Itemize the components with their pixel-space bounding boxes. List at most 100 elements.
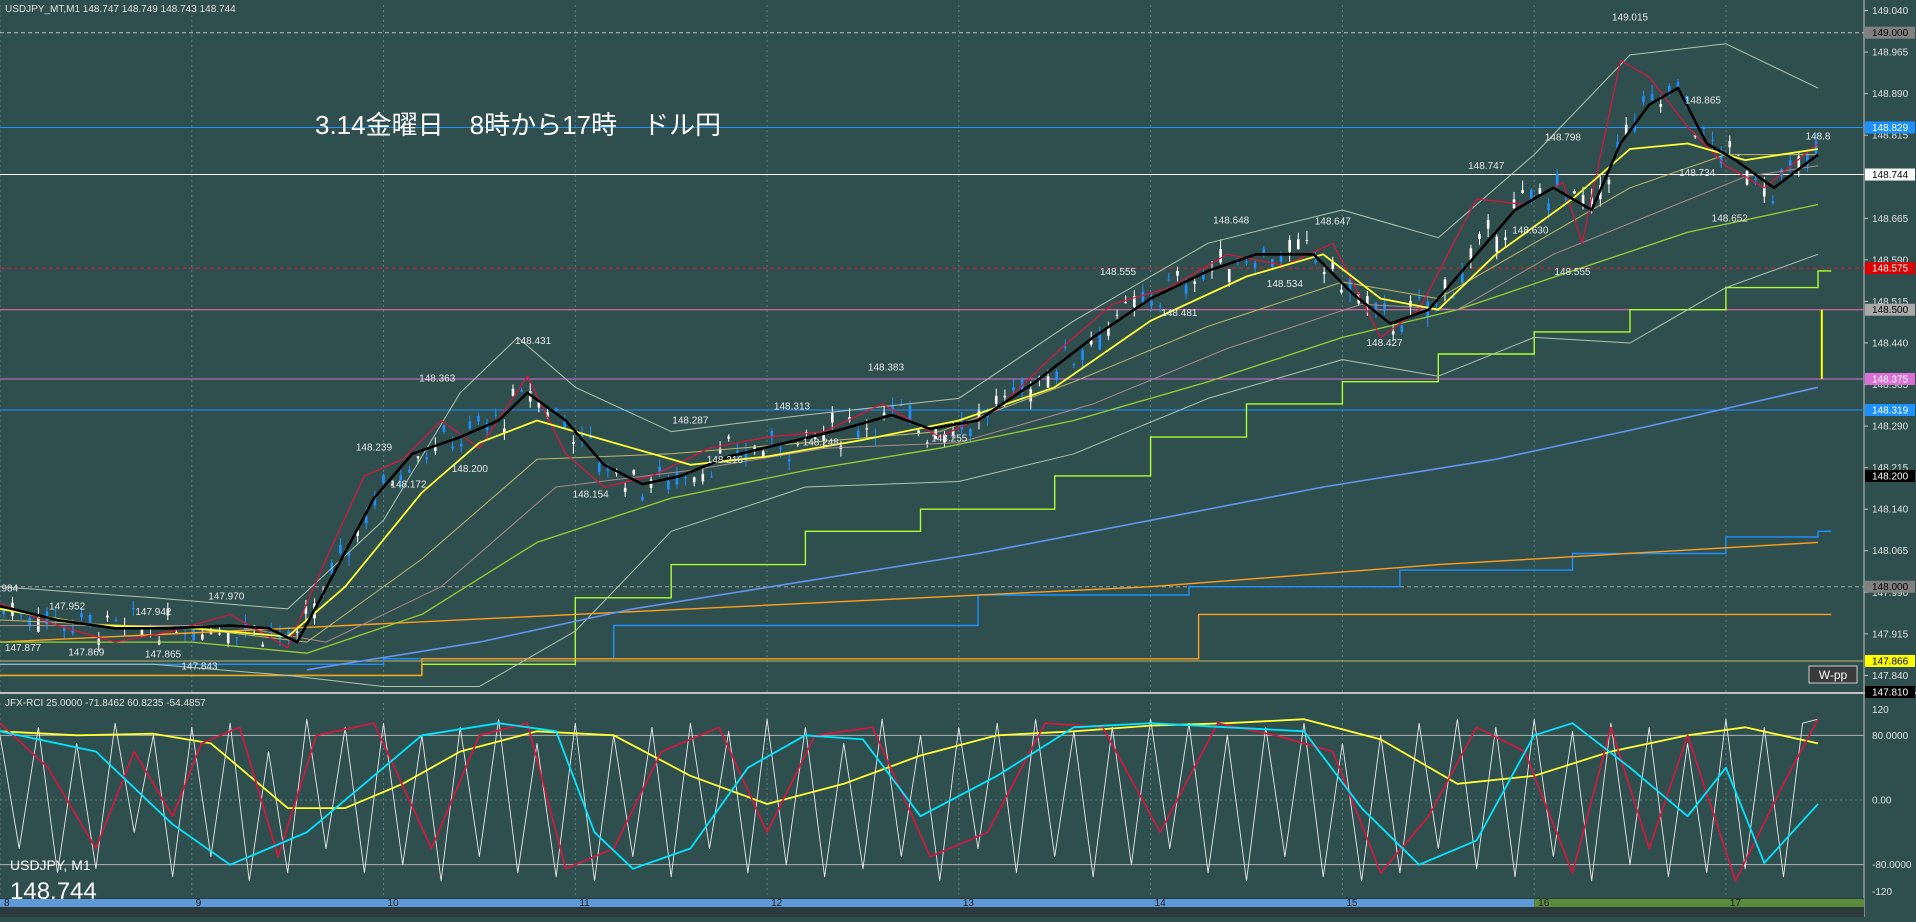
price-tag-label: 149.000 — [1872, 28, 1909, 39]
candle-body — [1176, 270, 1179, 276]
candle-body — [1227, 269, 1231, 283]
time-tick-label: 9 — [196, 898, 202, 909]
candle-body — [891, 405, 894, 411]
candle-body — [900, 405, 903, 407]
time-tick-label: 15 — [1346, 898, 1358, 909]
rci-level-label: 80.0000 — [1872, 731, 1909, 742]
candle-body — [1193, 281, 1197, 284]
candle-body — [1521, 190, 1524, 194]
candle-body — [347, 552, 351, 557]
price-tag-box — [1865, 121, 1915, 134]
price-peak-label: 147.869 — [68, 647, 105, 658]
price-peak-label: 149.015 — [1612, 12, 1649, 23]
candle-body — [908, 405, 912, 421]
candle-body — [37, 617, 40, 632]
moving-average-line — [0, 154, 1818, 643]
price-peak-label: 148.255 — [931, 433, 968, 444]
candle-body — [848, 417, 851, 421]
candle-body — [943, 434, 946, 443]
price-tag-label: 148.319 — [1872, 405, 1909, 416]
candle-body — [969, 429, 972, 437]
moving-average-line — [0, 43, 1819, 610]
candle-body — [226, 632, 230, 644]
candle-body — [572, 441, 575, 445]
price-tick-label: 149.040 — [1872, 6, 1909, 17]
price-tag-box — [1865, 469, 1915, 482]
candle-body — [140, 629, 144, 635]
price-tick-label: 147.840 — [1872, 671, 1909, 682]
price-tag-box — [1865, 372, 1915, 385]
candle-body — [1460, 272, 1464, 284]
symbol-info: USDJPY_MT,M1 148.747 148.749 148.743 148… — [5, 4, 236, 15]
candle-body — [1762, 186, 1766, 197]
candle-body — [1184, 284, 1188, 294]
candle-body — [192, 629, 195, 641]
candle-body — [1262, 248, 1266, 254]
price-tick-label: 148.665 — [1872, 214, 1909, 225]
candle-body — [710, 476, 713, 478]
price-peak-label: 148.630 — [1512, 226, 1549, 237]
candle-body — [787, 459, 791, 462]
candle-body — [554, 408, 558, 412]
price-peak-label: 147.865 — [145, 650, 182, 661]
candle-body — [623, 487, 627, 492]
candle-body — [589, 435, 592, 439]
candle-body — [1374, 302, 1378, 309]
candle-body — [1340, 289, 1343, 293]
candle-body — [175, 631, 178, 634]
candle-body — [917, 430, 920, 434]
price-tag-box — [1865, 262, 1915, 275]
candle-body — [1063, 346, 1067, 348]
candle-body — [1555, 173, 1559, 186]
candle-body — [813, 436, 817, 440]
rci-level-label: -120 — [1872, 887, 1892, 898]
candle-body — [1486, 219, 1490, 229]
candle-body — [1737, 154, 1740, 156]
candle-body — [1167, 279, 1171, 281]
price-peak-label: 148.652 — [1712, 214, 1749, 225]
candle-body — [1452, 297, 1455, 299]
horizontal-lines — [0, 32, 1864, 662]
candle-body — [468, 421, 472, 429]
candle-body — [1754, 178, 1757, 181]
indicator-label: JFX-RCI 25.0000 -71.8462 60.8235 -54.485… — [5, 698, 206, 709]
price-peak-label: 147.952 — [49, 601, 86, 612]
wpp-button[interactable]: W-pp — [1808, 665, 1858, 684]
time-tick-label: 11 — [579, 898, 590, 909]
candle-body — [994, 395, 998, 404]
price-tag-label: 148.829 — [1872, 123, 1909, 134]
candle-body — [718, 448, 722, 454]
price-peak-label: 148.248 — [803, 437, 840, 448]
candle-body — [131, 608, 135, 610]
price-tick-label: 147.990 — [1872, 588, 1909, 599]
candle-body — [1547, 203, 1550, 211]
price-tick-label: 148.440 — [1872, 338, 1909, 349]
candle-body — [1150, 301, 1153, 306]
candle-body — [442, 425, 446, 432]
candle-body — [1573, 191, 1576, 194]
candle-body — [295, 631, 299, 633]
series-layer — [0, 43, 1832, 687]
candle-body — [1012, 387, 1015, 391]
candle-body — [537, 400, 541, 408]
price-axis: 149.040 148.965 148.890 148.815 148.665 148.5… — [1864, 6, 1909, 682]
candle-body — [1469, 248, 1473, 262]
price-tag-label: 148.500 — [1872, 305, 1909, 316]
candle-body — [62, 627, 66, 632]
candle-body — [1124, 302, 1127, 304]
price-tag-label: 148.575 — [1872, 264, 1909, 275]
indicator-panel: 120 80.0000 0.00 -80.0000 -120 — [0, 705, 1912, 898]
candle-body — [399, 475, 403, 480]
candle-body — [477, 415, 480, 422]
price-peak-label: 147.843 — [181, 662, 218, 673]
candle-body — [1296, 239, 1300, 250]
price-peak-label: 147.984 — [0, 584, 19, 595]
price-peak-label: 148.427 — [1366, 338, 1403, 349]
candle-body — [373, 494, 377, 506]
candle-body — [1391, 331, 1395, 335]
candle-body — [166, 608, 170, 616]
candle-body — [1478, 233, 1481, 240]
moving-average-line — [0, 203, 1819, 654]
